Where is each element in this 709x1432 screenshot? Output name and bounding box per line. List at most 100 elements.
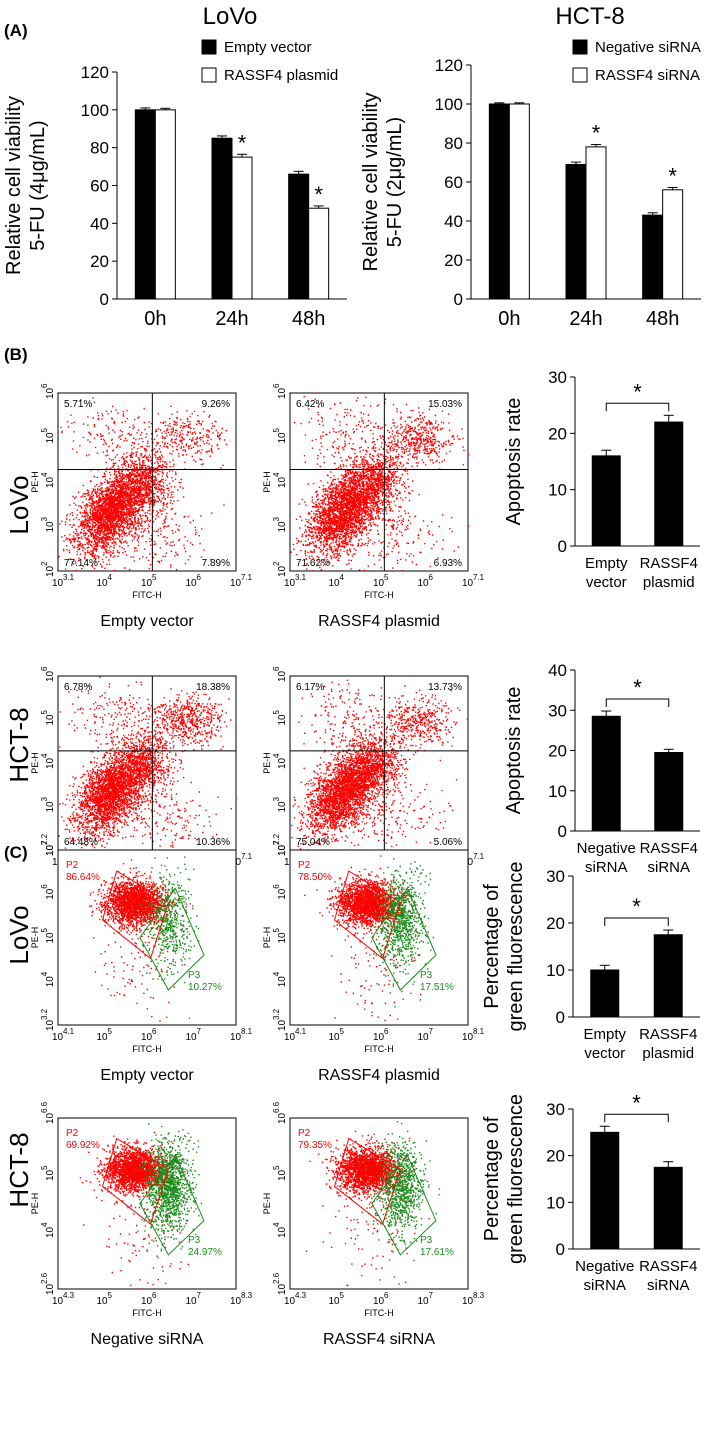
x-tick-label: RASSF4 bbox=[639, 1258, 697, 1275]
y-axis-label: 5-FU (4μg/mL) bbox=[27, 120, 49, 250]
x-axis-label: FITC-H bbox=[364, 590, 394, 600]
x-tick-exponent: 6 bbox=[384, 1027, 389, 1036]
plot-caption: RASSF4 siRNA bbox=[323, 1331, 435, 1348]
x-tick-exponent: 7.1 bbox=[241, 573, 253, 582]
y-tick-exponent: 6 bbox=[40, 383, 49, 388]
x-tick-exponent: 6 bbox=[152, 1291, 157, 1300]
y-axis-label: Relative cell viability bbox=[360, 93, 382, 272]
quadrant-lr-value: 7.89% bbox=[202, 558, 230, 569]
y-tick-label: 10 bbox=[546, 1193, 565, 1212]
quadrant-ur-value: 9.26% bbox=[202, 399, 230, 410]
x-tick-base: 10 bbox=[329, 578, 341, 589]
y-tick-exponent: 3 bbox=[40, 517, 49, 522]
y-tick: 103 bbox=[272, 797, 288, 813]
y-tick: 103 bbox=[272, 517, 288, 533]
y-tick-label: 100 bbox=[435, 95, 463, 114]
legend-label: RASSF4 plasmid bbox=[224, 67, 338, 84]
x-tick-base: 10 bbox=[373, 1032, 385, 1043]
y-tick-base: 10 bbox=[277, 670, 288, 682]
x-tick-base: 10 bbox=[52, 578, 64, 589]
x-tick-base: 10 bbox=[373, 1296, 385, 1307]
bar bbox=[565, 163, 587, 300]
y-tick-base: 10 bbox=[277, 1169, 288, 1181]
dot-cloud bbox=[58, 397, 228, 572]
x-tick-exponent: 7 bbox=[197, 1291, 202, 1300]
x-tick-label: Empty bbox=[583, 1026, 626, 1043]
quadrant-ur-value: 15.03% bbox=[428, 399, 462, 410]
y-tick-exponent: 5 bbox=[40, 428, 49, 433]
gate-p3-value: 10.27% bbox=[188, 982, 222, 993]
x-tick-exponent: 7 bbox=[429, 1027, 434, 1036]
y-tick-label: 20 bbox=[546, 914, 565, 933]
x-axis-label: FITC-H bbox=[364, 1044, 394, 1054]
y-axis-label: green fluorescence bbox=[505, 1094, 527, 1264]
quadrant-ll-value: 75.04% bbox=[296, 837, 330, 848]
gate-p2 bbox=[333, 870, 401, 960]
legend-label: Empty vector bbox=[224, 39, 312, 56]
quadrant-ul-value: 5.71% bbox=[64, 399, 92, 410]
x-tick-label: Empty bbox=[585, 555, 628, 572]
bar bbox=[653, 934, 683, 1018]
y-tick: 105 bbox=[272, 428, 288, 444]
y-tick-base: 10 bbox=[277, 476, 288, 488]
y-axis-label: PE-H bbox=[262, 927, 272, 949]
y-tick: 104 bbox=[40, 1222, 56, 1238]
x-tick-base: 10 bbox=[418, 1032, 430, 1043]
y-tick: 106 bbox=[40, 383, 56, 399]
y-tick: 103.2 bbox=[272, 1008, 288, 1031]
y-axis-label: Apoptosis rate bbox=[503, 687, 525, 815]
x-tick-exponent: 3.1 bbox=[295, 573, 307, 582]
x-axis-label: FITC-H bbox=[132, 590, 162, 600]
y-tick-base: 10 bbox=[45, 844, 56, 856]
y-tick-label: 10 bbox=[546, 961, 565, 980]
gate-p2 bbox=[101, 1137, 169, 1225]
x-tick-label: vector bbox=[584, 1045, 625, 1062]
gate-p2-value: 86.64% bbox=[66, 872, 100, 883]
x-tick-label: 0h bbox=[498, 308, 520, 330]
x-axis-label: FITC-H bbox=[364, 1308, 394, 1318]
y-tick-label: 20 bbox=[548, 424, 567, 443]
x-tick-label: RASSF4 bbox=[640, 840, 698, 857]
y-tick: 104 bbox=[272, 753, 288, 769]
y-tick: 105 bbox=[272, 928, 288, 944]
y-tick: 102 bbox=[272, 840, 288, 856]
plot-caption: RASSF4 plasmid bbox=[318, 1067, 440, 1084]
bar bbox=[585, 146, 607, 300]
y-tick-base: 10 bbox=[45, 565, 56, 577]
x-tick-exponent: 6 bbox=[197, 573, 202, 582]
gate-p2-label: P2 bbox=[66, 1128, 79, 1139]
bar-chart-apoptosis-hct8: Apoptosis rate 0 10 20 30 40 Negative siRNA RASS… bbox=[503, 661, 700, 876]
y-tick: 106 bbox=[272, 666, 288, 682]
bar bbox=[662, 189, 684, 300]
y-tick-label: 30 bbox=[546, 1100, 565, 1119]
y-axis-label: PE-H bbox=[262, 752, 272, 774]
bar bbox=[134, 109, 156, 300]
x-tick-base: 10 bbox=[52, 1296, 64, 1307]
y-tick-exponent: 4 bbox=[272, 1222, 281, 1227]
quadrant-ul-value: 6.42% bbox=[296, 399, 324, 410]
y-tick-base: 10 bbox=[45, 888, 56, 900]
y-axis-label: PE-H bbox=[30, 1193, 40, 1215]
cell-line-label-lovo-c: LoVo bbox=[4, 905, 34, 964]
y-tick-base: 10 bbox=[277, 1112, 288, 1124]
y-tick-exponent: 6 bbox=[272, 666, 281, 671]
y-tick-exponent: 6 bbox=[40, 666, 49, 671]
apoptosis-dot-plot: 5.71% 9.26%77.14% 7.89%103.1104105106107.1… bbox=[30, 383, 253, 630]
y-tick-label: 0 bbox=[100, 290, 109, 309]
y-tick-label: 120 bbox=[435, 56, 463, 75]
flow-layer: 5.71% 9.26%77.14% 7.89%103.1104105106107.1… bbox=[30, 383, 485, 1348]
x-tick-exponent: 4 bbox=[340, 573, 345, 582]
bar bbox=[654, 421, 684, 547]
significance-marker: * bbox=[632, 1090, 641, 1115]
y-tick: 104 bbox=[272, 1222, 288, 1238]
y-tick-base: 10 bbox=[45, 670, 56, 682]
y-tick-base: 10 bbox=[277, 1226, 288, 1238]
x-tick-base: 10 bbox=[97, 1296, 109, 1307]
x-tick-label: 24h bbox=[215, 308, 248, 330]
quadrant-ll-value: 64.48% bbox=[64, 837, 98, 848]
plot-caption: Empty vector bbox=[100, 613, 194, 630]
dot-cloud bbox=[369, 855, 434, 1008]
y-axis-label: PE-H bbox=[30, 927, 40, 949]
y-axis-label: Percentage of bbox=[481, 884, 503, 1009]
